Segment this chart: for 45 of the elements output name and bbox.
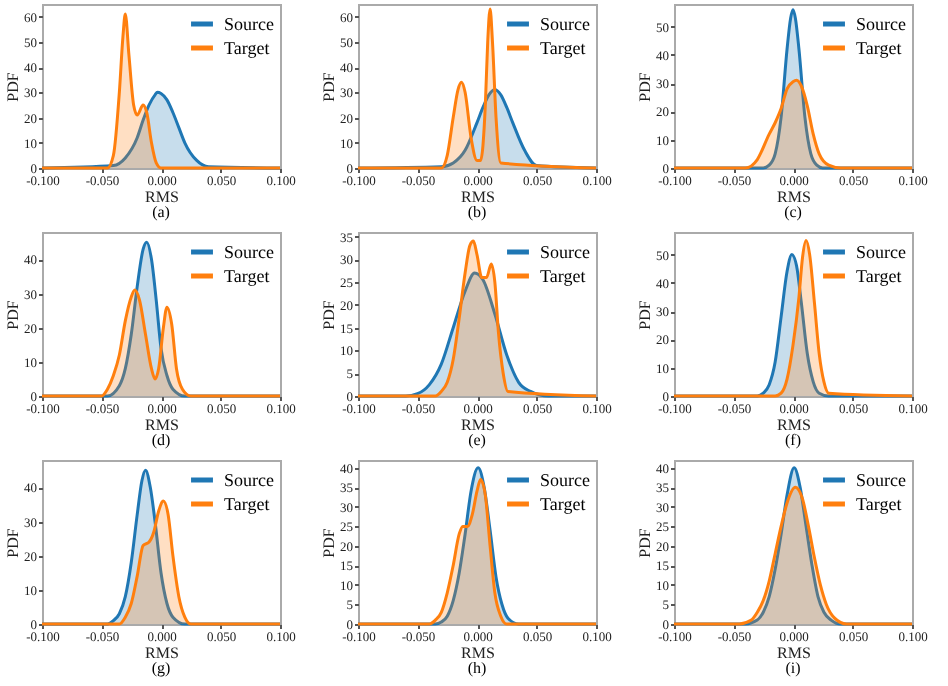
x-axis-title: RMS (777, 188, 811, 206)
x-axis-title: RMS (461, 644, 495, 662)
legend-label: Source (540, 242, 590, 262)
text: (g) (151, 659, 171, 677)
y-axis-title: PDF (4, 71, 22, 102)
legend-label: Source (856, 242, 906, 262)
text: (a) (152, 203, 171, 221)
legend-label: Source (856, 14, 906, 34)
legend-label: Target (856, 266, 903, 286)
y-axis-title: PDF (636, 71, 654, 102)
legend-label: Target (856, 38, 903, 58)
x-axis-title: RMS (777, 416, 811, 434)
text: (e) (468, 431, 487, 449)
x-axis-title: RMS (145, 416, 179, 434)
x-axis-title: RMS (145, 188, 179, 206)
x-axis-title: RMS (777, 644, 811, 662)
legend-label: Source (540, 14, 590, 34)
legend-label: Target (540, 266, 587, 286)
y-axis-title: PDF (636, 527, 654, 558)
text: (h) (467, 659, 487, 677)
legend-label: Target (224, 494, 271, 514)
text: (b) (467, 203, 487, 221)
x-axis-title: RMS (461, 188, 495, 206)
text: (d) (151, 431, 171, 449)
y-axis-title: PDF (320, 71, 338, 102)
legend-label: Target (224, 266, 271, 286)
y-axis-title: PDF (636, 299, 654, 330)
y-axis-title: PDF (320, 527, 338, 558)
y-axis-title: PDF (4, 299, 22, 330)
y-axis-title: PDF (4, 527, 22, 558)
legend-label: Source (224, 242, 274, 262)
legend-label: Target (224, 38, 271, 58)
legend-label: Target (540, 494, 587, 514)
y-axis-title: PDF (320, 299, 338, 330)
text: (i) (785, 659, 802, 677)
legend-label: Target (540, 38, 587, 58)
legend-label: Source (856, 470, 906, 490)
x-axis-title: RMS (145, 644, 179, 662)
legend-label: Source (224, 14, 274, 34)
legend-label: Source (540, 470, 590, 490)
text: (f) (785, 431, 802, 449)
x-axis-title: RMS (461, 416, 495, 434)
legend-label: Source (224, 470, 274, 490)
text: (c) (784, 203, 803, 221)
legend-label: Target (856, 494, 903, 514)
